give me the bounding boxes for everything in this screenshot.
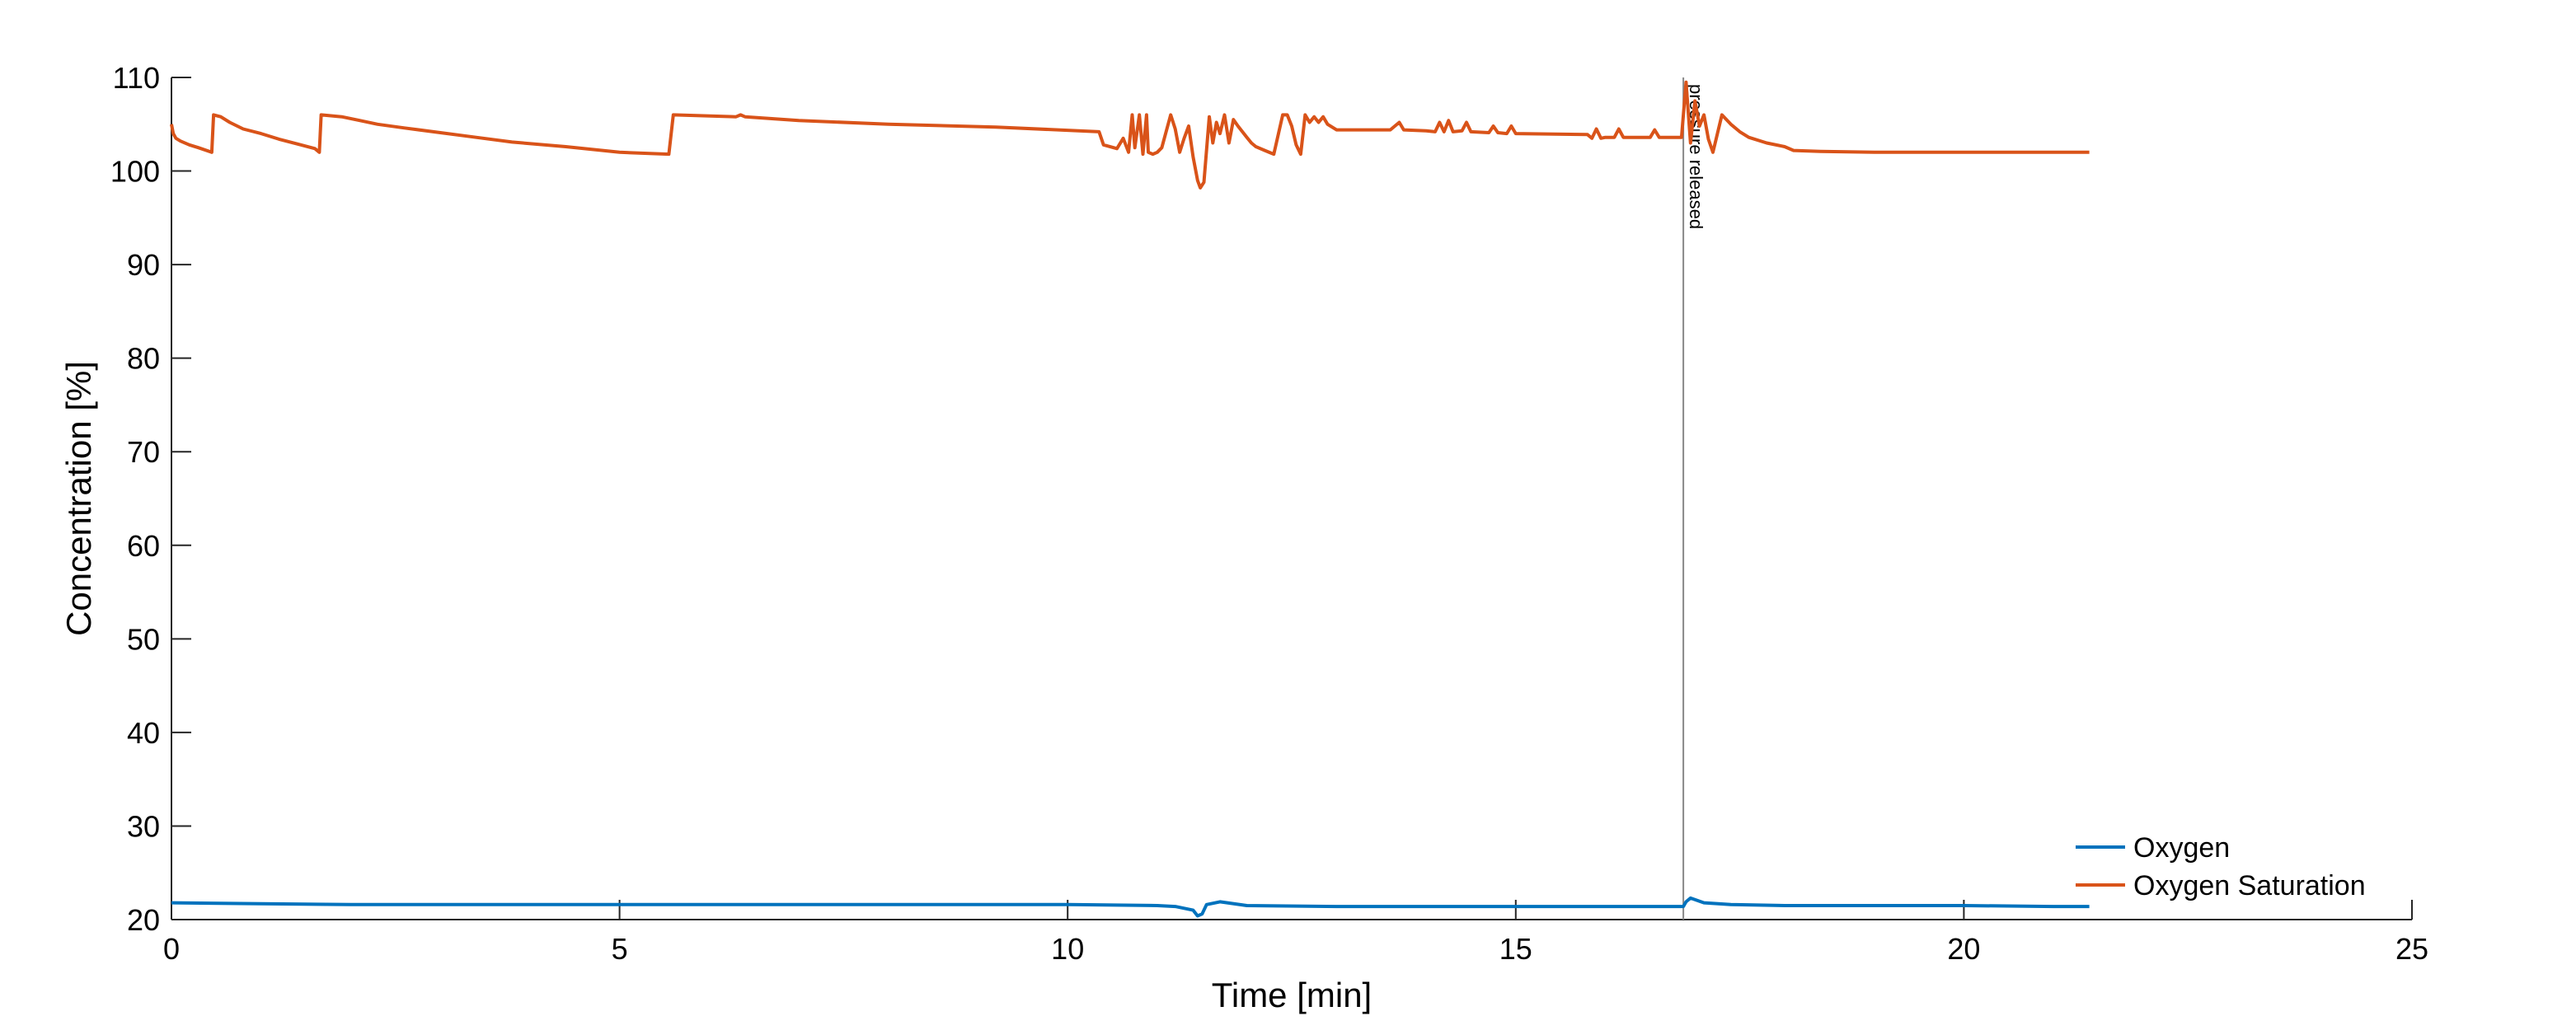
x-tick-label: 15 [1499,932,1532,966]
y-tick-label: 60 [127,529,160,563]
x-ticks: 0 5 10 15 20 25 [163,900,2428,966]
legend-label: Oxygen [2133,832,2230,864]
y-tick-label: 80 [127,342,160,376]
y-tick-label: 50 [127,622,160,656]
x-tick-label: 5 [612,932,628,966]
y-ticks: 20 30 40 50 60 70 80 90 100 110 [110,61,191,937]
y-tick-label: 30 [127,809,160,843]
y-tick-label: 110 [113,61,160,95]
axes [171,77,2412,920]
legend-label: Oxygen Saturation [2133,870,2366,901]
y-tick-label: 100 [110,155,160,189]
y-tick-label: 40 [127,716,160,750]
x-tick-label: 10 [1051,932,1084,966]
series-line-0 [171,896,2090,918]
x-axis-title: Time [min] [1212,976,1372,1014]
y-axis-title: Concentration [%] [59,361,98,636]
y-tick-label: 90 [127,248,160,282]
x-tick-label: 25 [2395,932,2428,966]
y-tick-label: 70 [127,435,160,469]
legend: Oxygen Oxygen Saturation [2076,832,2366,901]
series-line-1 [170,80,2090,190]
x-tick-label: 20 [1947,932,1980,966]
y-tick-label: 20 [127,903,160,937]
series [170,80,2090,918]
x-tick-label: 0 [163,932,180,966]
